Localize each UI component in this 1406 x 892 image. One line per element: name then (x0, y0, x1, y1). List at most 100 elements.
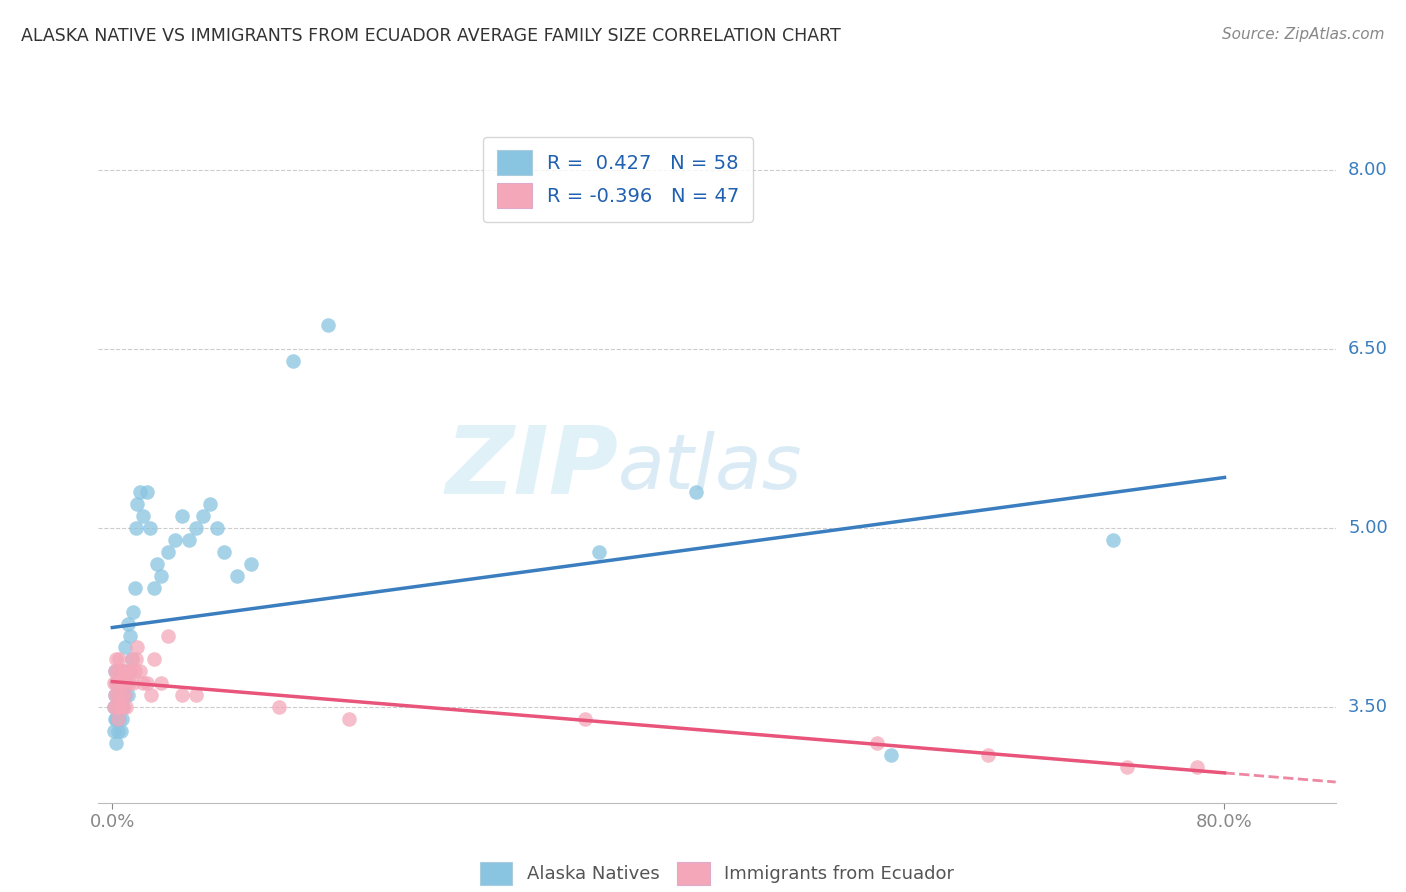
Point (107, 665, 129, 679)
Point (170, 509, 193, 524)
Point (104, 688, 127, 702)
Point (111, 676, 134, 690)
Point (1185, 760, 1208, 774)
Point (880, 747, 903, 762)
Point (105, 652, 128, 666)
Point (107, 724, 129, 739)
Point (127, 497, 149, 511)
Point (105, 700, 128, 714)
Point (143, 581, 166, 595)
Point (107, 688, 129, 702)
Point (112, 676, 135, 690)
Text: 6.50: 6.50 (1348, 340, 1388, 358)
Point (105, 700, 128, 714)
Point (191, 509, 214, 524)
Point (125, 652, 148, 666)
Text: 5.00: 5.00 (1348, 519, 1388, 537)
Point (114, 640, 136, 655)
Point (120, 629, 142, 643)
Point (108, 700, 131, 714)
Point (240, 557, 263, 571)
Legend: Alaska Natives, Immigrants from Ecuador: Alaska Natives, Immigrants from Ecuador (471, 853, 963, 892)
Text: 8.00: 8.00 (1348, 161, 1388, 178)
Point (117, 665, 139, 679)
Point (105, 676, 128, 690)
Point (316, 318, 339, 332)
Point (103, 700, 125, 714)
Point (132, 676, 155, 690)
Point (685, 485, 707, 500)
Point (118, 676, 141, 690)
Point (212, 545, 235, 559)
Point (111, 665, 134, 679)
Point (107, 688, 129, 702)
Text: 3.50: 3.50 (1348, 698, 1388, 716)
Point (146, 557, 169, 571)
Point (122, 676, 145, 690)
Point (337, 712, 360, 726)
Point (104, 688, 127, 702)
Point (977, 747, 1000, 762)
Point (132, 509, 155, 524)
Point (281, 353, 304, 368)
Point (114, 688, 136, 702)
Point (111, 688, 134, 702)
Point (124, 581, 146, 595)
Point (136, 676, 159, 690)
Point (112, 700, 135, 714)
Point (574, 712, 596, 726)
Point (588, 545, 610, 559)
Point (121, 652, 143, 666)
Point (177, 533, 200, 547)
Point (269, 700, 291, 714)
Point (105, 676, 128, 690)
Point (108, 688, 131, 702)
Point (108, 665, 131, 679)
Point (163, 533, 186, 547)
Point (226, 569, 249, 583)
Point (110, 676, 132, 690)
Text: ZIP: ZIP (446, 422, 619, 515)
Point (1102, 533, 1125, 547)
Point (149, 676, 172, 690)
Point (112, 665, 135, 679)
Point (122, 605, 145, 619)
Point (114, 688, 136, 702)
Point (108, 676, 131, 690)
Point (108, 652, 131, 666)
Point (115, 676, 138, 690)
Point (125, 521, 148, 535)
Point (156, 629, 179, 643)
Point (115, 700, 138, 714)
Point (198, 497, 221, 511)
Point (120, 665, 142, 679)
Point (110, 676, 132, 690)
Point (1116, 760, 1139, 774)
Point (114, 665, 136, 679)
Point (205, 521, 228, 535)
Point (129, 485, 152, 500)
Point (110, 724, 132, 739)
Point (184, 521, 207, 535)
Point (118, 665, 141, 679)
Point (121, 652, 143, 666)
Point (129, 665, 152, 679)
Point (127, 640, 149, 655)
Text: Source: ZipAtlas.com: Source: ZipAtlas.com (1222, 27, 1385, 42)
Text: ALASKA NATIVE VS IMMIGRANTS FROM ECUADOR AVERAGE FAMILY SIZE CORRELATION CHART: ALASKA NATIVE VS IMMIGRANTS FROM ECUADOR… (21, 27, 841, 45)
Point (105, 736, 128, 750)
Point (103, 700, 125, 714)
Point (111, 712, 134, 726)
Point (149, 569, 172, 583)
Point (117, 616, 139, 631)
Point (103, 724, 125, 739)
Point (156, 545, 179, 559)
Point (141, 688, 163, 702)
Point (117, 688, 139, 702)
Point (866, 736, 889, 750)
Point (110, 700, 132, 714)
Point (104, 712, 127, 726)
Point (170, 688, 193, 702)
Text: atlas: atlas (619, 432, 803, 505)
Point (108, 712, 131, 726)
